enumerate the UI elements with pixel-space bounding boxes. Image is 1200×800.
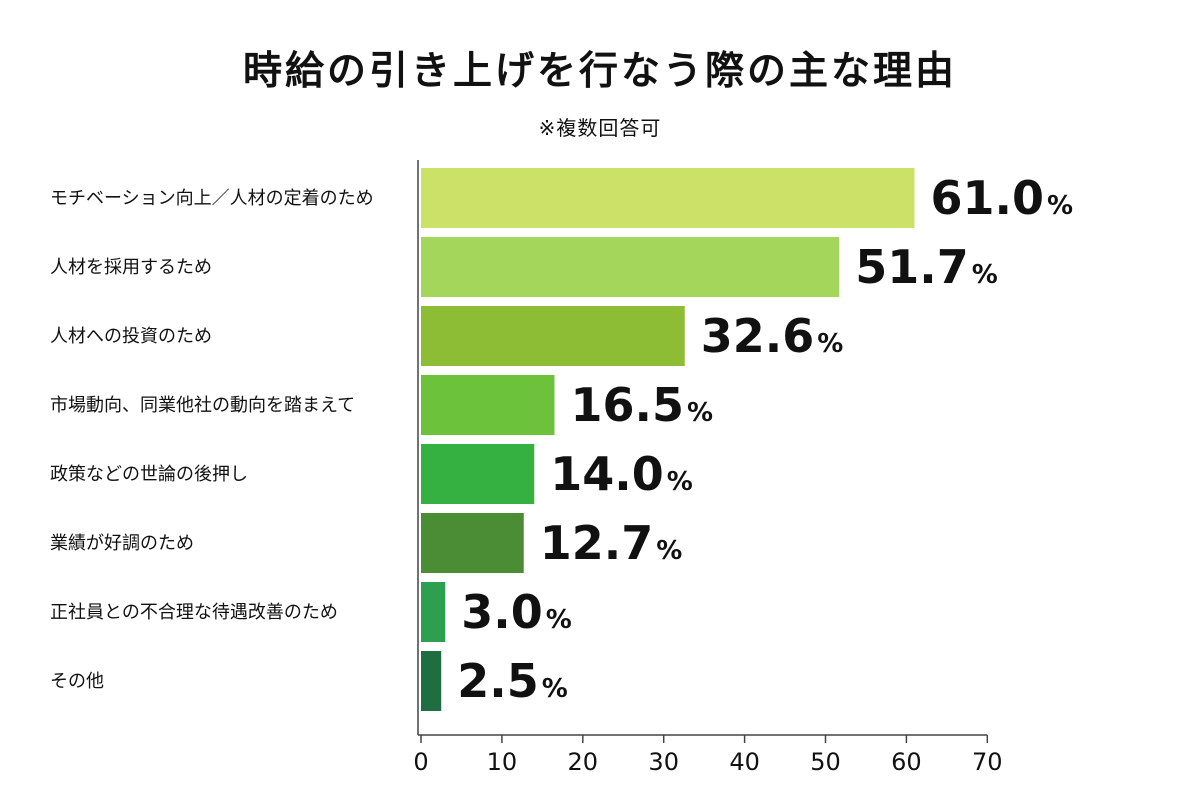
category-label-6: 正社員との不合理な待遇改善のため bbox=[50, 602, 338, 623]
value-number-4: 14.0 bbox=[550, 447, 664, 501]
chart-subtitle: ※複数回答可 bbox=[538, 116, 662, 140]
bar-1 bbox=[421, 237, 840, 297]
bar-7 bbox=[421, 651, 442, 711]
x-tick-label-3: 30 bbox=[648, 748, 679, 776]
value-unit-4: % bbox=[667, 467, 693, 497]
value-unit-5: % bbox=[656, 536, 682, 566]
value-unit-0: % bbox=[1047, 191, 1073, 221]
value-label-4: 14.0% bbox=[550, 447, 693, 501]
bar-5 bbox=[421, 513, 524, 573]
x-tick-label-2: 20 bbox=[568, 748, 599, 776]
x-tick-label-6: 60 bbox=[891, 748, 922, 776]
value-number-1: 51.7 bbox=[855, 240, 969, 294]
category-label-4: 政策などの世論の後押し bbox=[50, 464, 248, 485]
category-label-2: 人材への投資のため bbox=[50, 326, 212, 347]
category-label-0: モチベーション向上／人材の定着のため bbox=[50, 188, 374, 209]
value-unit-7: % bbox=[542, 674, 568, 704]
x-tick-label-1: 10 bbox=[487, 748, 518, 776]
value-number-2: 32.6 bbox=[701, 309, 815, 363]
bar-3 bbox=[421, 375, 555, 435]
value-unit-3: % bbox=[687, 398, 713, 428]
category-labels: モチベーション向上／人材の定着のため人材を採用するため人材への投資のため市場動向… bbox=[50, 188, 374, 692]
value-label-3: 16.5% bbox=[570, 378, 713, 432]
value-unit-2: % bbox=[817, 329, 843, 359]
category-label-7: その他 bbox=[50, 671, 104, 692]
category-label-5: 業績が好調のため bbox=[50, 533, 194, 554]
bars-group bbox=[421, 168, 915, 711]
value-number-5: 12.7 bbox=[540, 516, 654, 570]
value-unit-6: % bbox=[546, 605, 572, 635]
value-label-1: 51.7% bbox=[855, 240, 998, 294]
value-number-6: 3.0 bbox=[461, 585, 543, 639]
x-tick-label-7: 70 bbox=[972, 748, 1003, 776]
chart-title: 時給の引き上げを行なう際の主な理由 bbox=[242, 49, 957, 94]
value-label-2: 32.6% bbox=[701, 309, 844, 363]
bar-6 bbox=[421, 582, 446, 642]
value-number-7: 2.5 bbox=[457, 654, 538, 708]
category-label-1: 人材を採用するため bbox=[50, 257, 212, 278]
value-number-3: 16.5 bbox=[570, 378, 684, 432]
x-tick-label-5: 50 bbox=[810, 748, 841, 776]
bar-4 bbox=[421, 444, 535, 504]
value-label-7: 2.5% bbox=[457, 654, 568, 708]
value-unit-1: % bbox=[972, 260, 998, 290]
x-axis: 0 10 20 30 40 50 60 70 bbox=[413, 160, 1003, 776]
bar-0 bbox=[421, 168, 915, 228]
bar-2 bbox=[421, 306, 685, 366]
value-number-0: 61.0 bbox=[930, 171, 1044, 225]
value-labels: 61.0 %51.7 %32.6 %16.5 %14.0 %12.7 %3.0 %2.5% bbox=[457, 171, 1073, 708]
x-tick-label-4: 40 bbox=[729, 748, 760, 776]
category-label-3: 市場動向、同業他社の動向を踏まえて bbox=[50, 395, 355, 416]
value-label-6: 3.0% bbox=[461, 585, 572, 639]
value-label-5: 12.7% bbox=[540, 516, 683, 570]
x-tick-label-0: 0 bbox=[413, 748, 428, 776]
value-label-0: 61.0% bbox=[930, 171, 1073, 225]
